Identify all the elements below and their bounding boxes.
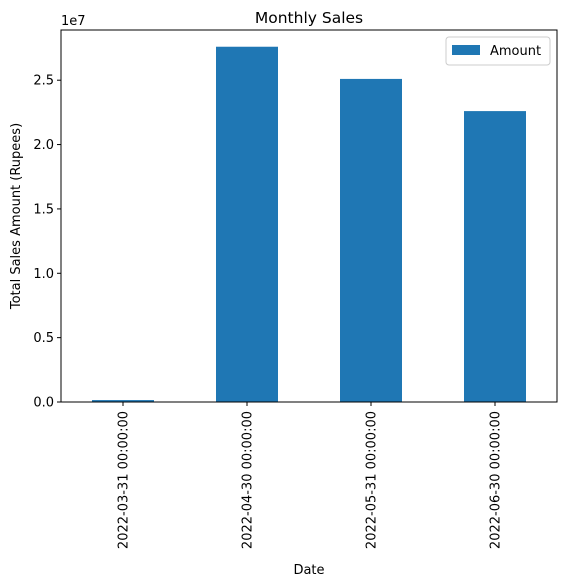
- x-tick-label: 2022-04-30 00:00:00: [241, 411, 256, 549]
- plot-frame: [60, 29, 558, 403]
- bars: [92, 46, 526, 403]
- x-tick-label: 2022-03-31 00:00:00: [117, 411, 132, 549]
- legend-box: [445, 36, 551, 66]
- y-tick-label: 2.5: [33, 74, 54, 89]
- y-offset-label: 1e7: [61, 14, 86, 29]
- y-tick-label: 1.0: [33, 267, 54, 282]
- chart-title: Monthly Sales: [255, 9, 363, 27]
- y-tick-label: 0.0: [33, 396, 54, 411]
- y-axis-title: Total Sales Amount (Rupees): [9, 123, 24, 310]
- legend-label: Amount: [490, 44, 541, 59]
- x-axis: 2022-03-31 00:00:00 2022-04-30 00:00:00 20…: [117, 402, 504, 549]
- bar: [92, 400, 154, 402]
- bar: [464, 111, 526, 403]
- x-axis-title: Date: [293, 563, 324, 578]
- x-tick-label: 2022-05-31 00:00:00: [365, 411, 380, 549]
- x-tick-label: 2022-06-30 00:00:00: [489, 411, 504, 549]
- legend-swatch: [452, 45, 480, 55]
- y-axis: 0.0 0.5 1.0 1.5 2.0 2.5: [33, 74, 61, 411]
- y-tick-label: 1.5: [33, 202, 54, 217]
- bar: [216, 46, 278, 403]
- bar: [340, 78, 402, 402]
- legend: Amount: [445, 36, 551, 66]
- y-tick-label: 0.5: [33, 331, 54, 346]
- y-tick-label: 2.0: [33, 138, 54, 153]
